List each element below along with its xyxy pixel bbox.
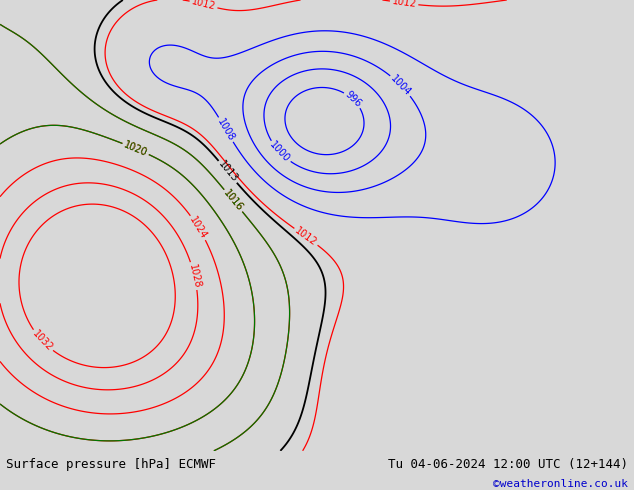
Text: 1016: 1016: [222, 188, 245, 213]
Text: 1020: 1020: [122, 140, 149, 158]
Text: 1013: 1013: [216, 159, 240, 185]
Text: 1008: 1008: [216, 117, 236, 143]
Text: 1012: 1012: [190, 0, 217, 12]
Text: 1028: 1028: [186, 263, 202, 289]
Text: 1016: 1016: [222, 188, 245, 213]
Text: 996: 996: [343, 90, 363, 109]
Text: ©weatheronline.co.uk: ©weatheronline.co.uk: [493, 479, 628, 489]
Text: 1020: 1020: [122, 140, 149, 158]
Text: Tu 04-06-2024 12:00 UTC (12+144): Tu 04-06-2024 12:00 UTC (12+144): [387, 458, 628, 471]
Text: 1000: 1000: [268, 140, 292, 165]
Text: 1004: 1004: [389, 73, 413, 98]
Text: 1012: 1012: [293, 225, 319, 248]
Text: 1012: 1012: [391, 0, 417, 10]
Text: 1032: 1032: [30, 328, 55, 353]
Text: 1024: 1024: [188, 215, 209, 241]
Text: Surface pressure [hPa] ECMWF: Surface pressure [hPa] ECMWF: [6, 458, 216, 471]
